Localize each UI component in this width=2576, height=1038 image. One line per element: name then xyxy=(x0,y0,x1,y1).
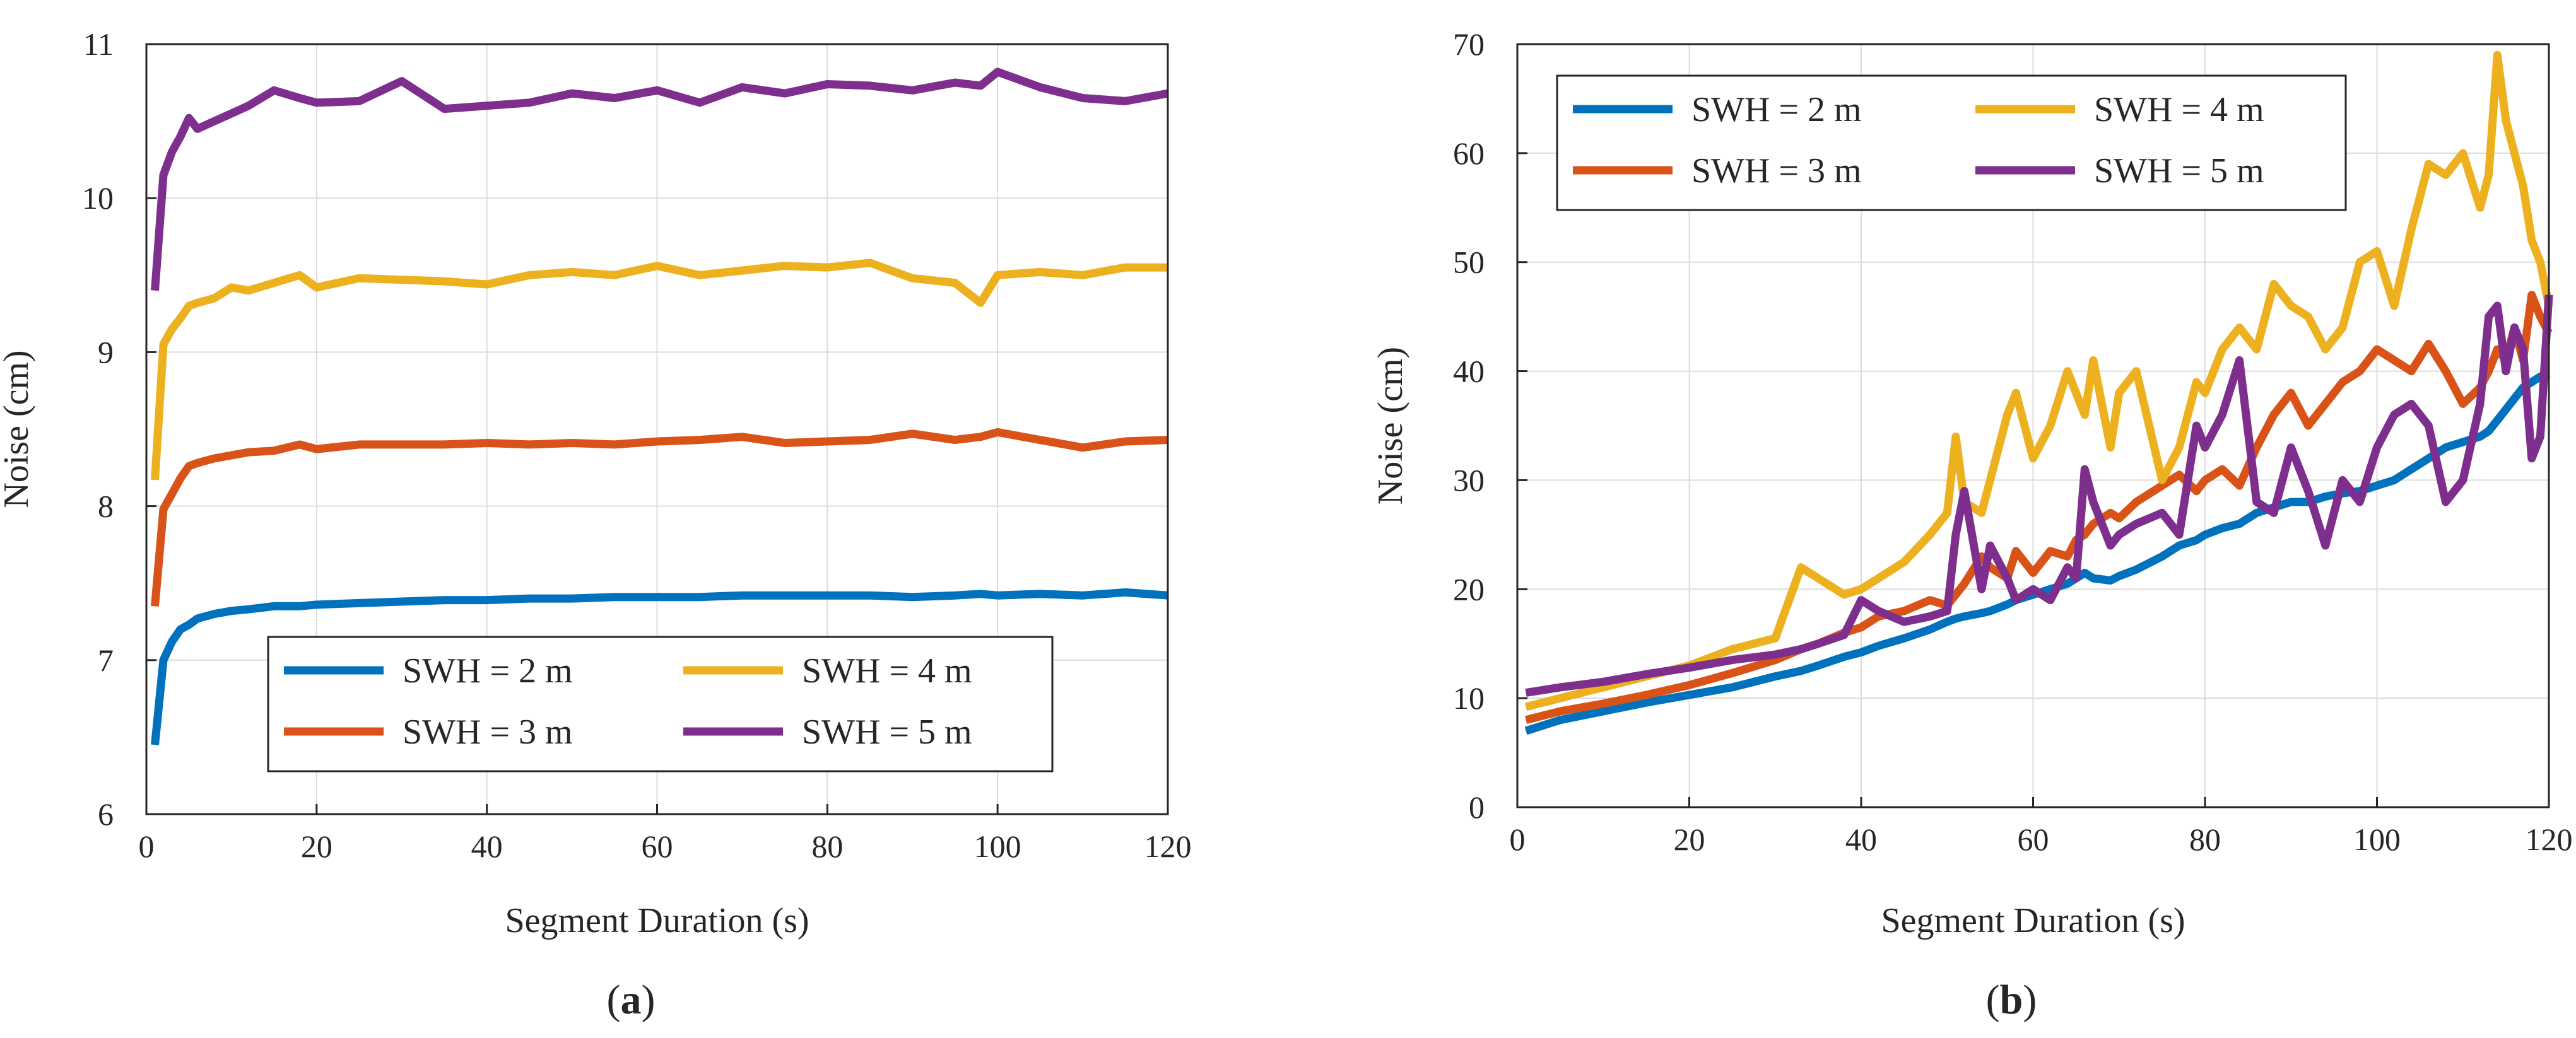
panel-label-close: ) xyxy=(2023,977,2037,1023)
series-line-3 xyxy=(151,259,1168,481)
x-tick-label: 100 xyxy=(974,829,1021,864)
y-tick-label: 10 xyxy=(1453,680,1485,716)
x-tick-label: 80 xyxy=(811,829,843,864)
x-axis-label: Segment Duration (s) xyxy=(505,901,809,940)
legend-label-3: SWH = 4 m xyxy=(802,651,972,691)
y-tick-label: 30 xyxy=(1453,462,1485,498)
series-line-4 xyxy=(1525,294,2553,697)
y-tick-label: 10 xyxy=(82,180,114,216)
legend-label-1: SWH = 2 m xyxy=(1691,90,1862,129)
panel-label-close: ) xyxy=(642,977,656,1023)
y-tick-label: 7 xyxy=(98,643,114,678)
y-tick-label: 20 xyxy=(1453,571,1485,607)
x-tick-label: 60 xyxy=(642,829,673,864)
y-tick-label: 40 xyxy=(1453,354,1485,389)
x-tick-label: 120 xyxy=(2526,822,2573,857)
y-tick-label: 8 xyxy=(98,489,114,524)
y-axis-label: Noise (cm) xyxy=(1371,347,1410,504)
panel-label: (a) xyxy=(607,977,656,1023)
legend-label-4: SWH = 5 m xyxy=(802,713,972,752)
panel-label-letter: a xyxy=(621,977,642,1023)
y-tick-label: 50 xyxy=(1453,245,1485,280)
x-tick-label: 20 xyxy=(301,829,332,864)
chart-panel-b: 0 20 40 60 80 100 120 0 10 20 30 40 50 60 70 Segment Du… xyxy=(1371,26,2573,1023)
series-line-2 xyxy=(1525,291,2553,725)
x-axis-label: Segment Duration (s) xyxy=(1881,901,2185,940)
y-tick-label: 6 xyxy=(98,796,114,832)
legend: SWH = 2 m SWH = 3 m SWH = 4 m SWH = 5 m xyxy=(1556,74,2347,211)
series-line-4 xyxy=(151,67,1169,291)
x-tick-label: 100 xyxy=(2353,822,2401,857)
x-tick-label: 0 xyxy=(1510,822,1526,857)
panel-label-letter: b xyxy=(2000,977,2023,1023)
legend-label-2: SWH = 3 m xyxy=(1691,151,1862,190)
y-tick-label: 60 xyxy=(1453,136,1485,171)
series-line-1 xyxy=(151,588,1168,745)
y-tick-label: 0 xyxy=(1469,790,1485,825)
panel-label-open: ( xyxy=(1986,977,2000,1023)
legend-box xyxy=(1556,74,2347,211)
series-line-1 xyxy=(1524,369,2551,735)
y-tick-label: 9 xyxy=(98,334,114,370)
panel-label: (b) xyxy=(1986,977,2037,1023)
legend-box xyxy=(267,636,1054,773)
y-axis-label: Noise (cm) xyxy=(0,350,36,508)
legend-label-4: SWH = 5 m xyxy=(2094,151,2264,190)
chart-panel-a: 0 20 40 60 80 100 120 6 7 8 9 10 11 Segment Duration … xyxy=(0,26,1192,1023)
x-tick-label: 20 xyxy=(1674,822,1705,857)
y-tick-label: 70 xyxy=(1453,26,1485,62)
x-tick-label: 0 xyxy=(139,829,155,864)
panel-label-open: ( xyxy=(607,977,621,1023)
x-tick-label: 60 xyxy=(2018,822,2049,857)
legend-label-3: SWH = 4 m xyxy=(2094,90,2264,129)
legend-label-1: SWH = 2 m xyxy=(403,651,573,691)
x-tick-label: 40 xyxy=(1845,822,1877,857)
x-tick-label: 40 xyxy=(471,829,503,864)
series-line-3 xyxy=(1524,50,2553,711)
series-line-2 xyxy=(151,428,1168,607)
x-tick-label: 80 xyxy=(2189,822,2221,857)
y-tick-label: 11 xyxy=(83,26,114,62)
x-tick-label: 120 xyxy=(1144,829,1192,864)
legend-label-2: SWH = 3 m xyxy=(403,713,573,752)
legend: SWH = 2 m SWH = 3 m SWH = 4 m SWH = 5 m xyxy=(267,636,1054,773)
